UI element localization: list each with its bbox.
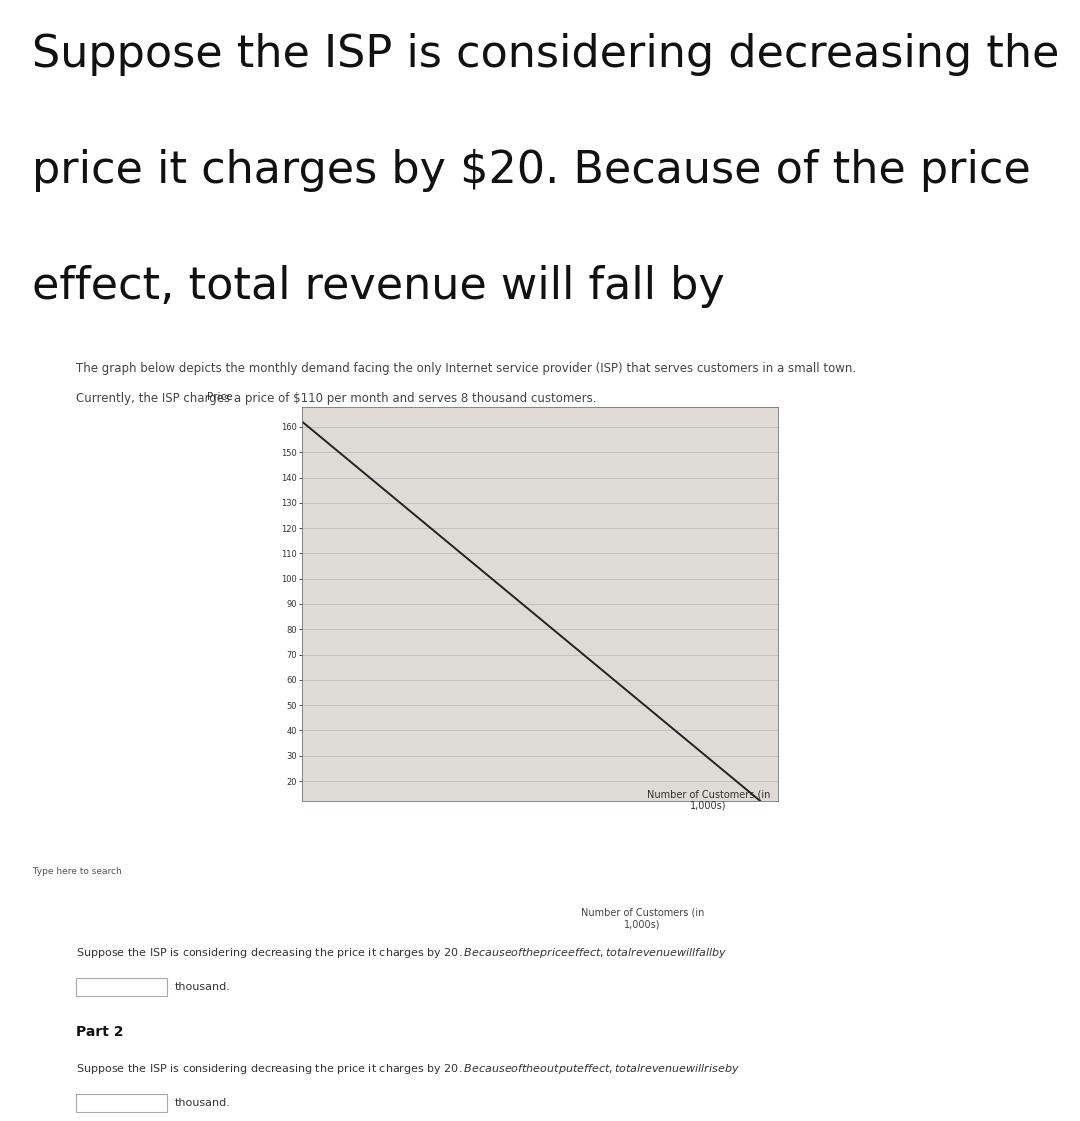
- Text: price it charges by $20. Because of the price: price it charges by $20. Because of the …: [32, 149, 1031, 192]
- Text: Price: Price: [207, 391, 233, 401]
- Text: Number of Customers (in
1,000s): Number of Customers (in 1,000s): [647, 789, 770, 810]
- FancyBboxPatch shape: [0, 844, 270, 900]
- Text: Internet Service: Internet Service: [490, 426, 590, 439]
- Text: Suppose the ISP is considering decreasing the price it charges by $20. Because o: Suppose the ISP is considering decreasin…: [76, 946, 727, 960]
- Text: Number of Customers (in
1,000s): Number of Customers (in 1,000s): [581, 908, 704, 929]
- Text: Currently, the ISP charges a price of $110 per month and serves 8 thousand custo: Currently, the ISP charges a price of $1…: [76, 392, 596, 405]
- FancyBboxPatch shape: [3, 847, 219, 898]
- Text: thousand.: thousand.: [175, 982, 231, 992]
- Text: Part 2: Part 2: [76, 1025, 123, 1039]
- Text: thousand.: thousand.: [175, 1097, 231, 1108]
- FancyBboxPatch shape: [157, 1016, 319, 1043]
- Text: Suppose the ISP is considering decreasing the price it charges by $20. Because o: Suppose the ISP is considering decreasin…: [76, 1062, 740, 1076]
- Circle shape: [0, 868, 90, 876]
- Bar: [76, 978, 167, 997]
- Text: The graph below depicts the monthly demand facing the only Internet service prov: The graph below depicts the monthly dema…: [76, 362, 855, 376]
- Text: Type here to search: Type here to search: [36, 867, 131, 877]
- FancyBboxPatch shape: [410, 847, 670, 899]
- Bar: [76, 1094, 167, 1112]
- Text: Type here to search: Type here to search: [27, 867, 122, 877]
- Text: Suppose the ISP is considering decreasing the: Suppose the ISP is considering decreasin…: [32, 33, 1059, 76]
- Text: effect, total revenue will fall by: effect, total revenue will fall by: [32, 266, 725, 308]
- FancyBboxPatch shape: [875, 844, 1069, 900]
